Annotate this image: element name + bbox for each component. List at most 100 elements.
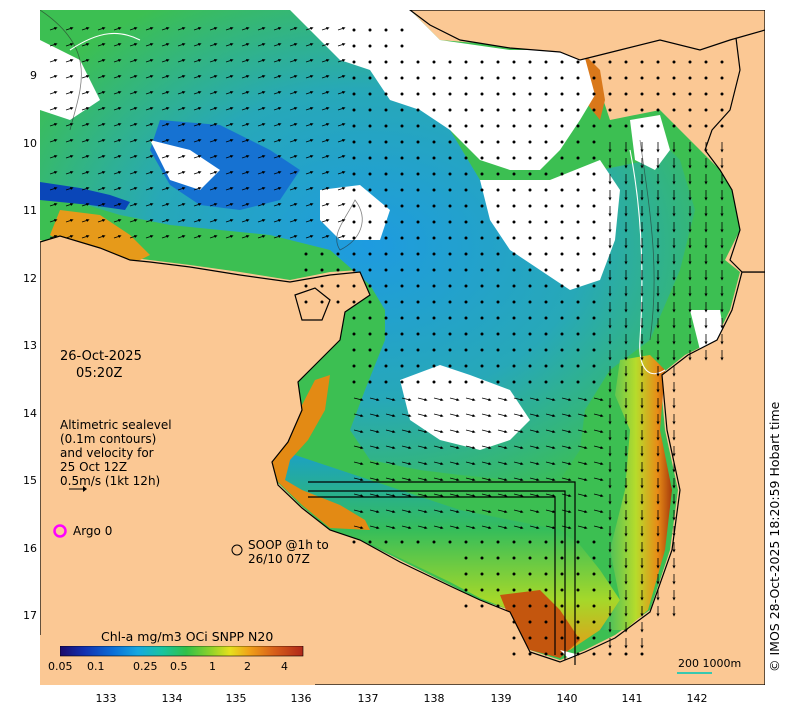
velocity-dot xyxy=(624,124,628,128)
velocity-arrow xyxy=(193,26,202,31)
velocity-arrow xyxy=(385,493,396,498)
velocity-dot xyxy=(352,124,356,128)
velocity-dot xyxy=(416,188,420,192)
velocity-dot xyxy=(608,108,612,112)
velocity-dot xyxy=(528,60,532,64)
velocity-arrow xyxy=(529,413,540,418)
velocity-dot xyxy=(352,348,356,352)
velocity-dot xyxy=(544,316,548,320)
velocity-arrow xyxy=(289,234,298,239)
velocity-arrow xyxy=(529,525,540,530)
velocity-arrow xyxy=(353,445,364,450)
velocity-dot xyxy=(416,156,420,160)
velocity-arrow xyxy=(129,106,138,111)
velocity-dot xyxy=(576,252,580,256)
velocity-dot xyxy=(464,348,468,352)
velocity-dot xyxy=(512,572,516,576)
velocity-dot xyxy=(464,588,468,592)
velocity-dot xyxy=(496,60,500,64)
velocity-dot xyxy=(496,252,500,256)
velocity-dot xyxy=(480,76,484,80)
velocity-dot xyxy=(512,380,516,384)
velocity-dot xyxy=(576,588,580,592)
velocity-arrow xyxy=(465,477,476,482)
velocity-arrow xyxy=(209,106,218,111)
velocity-dot xyxy=(672,76,676,80)
velocity-dot xyxy=(496,380,500,384)
velocity-dot xyxy=(448,220,452,224)
velocity-arrow xyxy=(465,413,476,418)
velocity-arrow xyxy=(241,106,250,111)
velocity-dot xyxy=(560,108,564,112)
velocity-arrow xyxy=(97,106,106,111)
velocity-arrow xyxy=(497,429,508,434)
soop-label: SOOP @1h to 26/10 07Z xyxy=(248,538,329,566)
velocity-dot xyxy=(512,108,516,112)
velocity-dot xyxy=(544,172,548,176)
velocity-dot xyxy=(560,540,564,544)
velocity-arrow xyxy=(161,74,170,79)
velocity-dot xyxy=(560,636,564,640)
velocity-arrow xyxy=(241,186,250,191)
velocity-dot xyxy=(656,108,660,112)
velocity-dot xyxy=(352,92,356,96)
velocity-arrow xyxy=(289,26,298,31)
velocity-arrow xyxy=(161,26,170,31)
velocity-arrow xyxy=(225,186,234,191)
velocity-arrow xyxy=(337,106,346,111)
velocity-dot xyxy=(544,124,548,128)
velocity-arrow xyxy=(289,202,298,207)
velocity-dot xyxy=(496,348,500,352)
velocity-arrow xyxy=(433,397,444,402)
velocity-arrow xyxy=(353,525,364,530)
velocity-arrow xyxy=(97,26,106,31)
credit-text: © IMOS 28-Oct-2025 18:20:59 Hobart time xyxy=(767,401,782,672)
velocity-dot xyxy=(416,540,420,544)
velocity-arrow xyxy=(129,138,138,143)
velocity-dot xyxy=(384,188,388,192)
velocity-dot xyxy=(480,156,484,160)
velocity-arrow xyxy=(241,138,250,143)
argo-marker-icon[interactable] xyxy=(52,523,68,539)
velocity-arrow xyxy=(177,218,186,223)
velocity-arrow xyxy=(81,90,90,95)
velocity-dot xyxy=(464,268,468,272)
velocity-dot xyxy=(368,172,372,176)
velocity-arrow xyxy=(449,413,460,418)
velocity-arrow xyxy=(225,202,234,207)
velocity-arrow xyxy=(97,170,106,175)
velocity-dot xyxy=(720,124,724,128)
velocity-dot xyxy=(608,124,612,128)
velocity-arrow xyxy=(449,477,460,482)
soop-marker-icon[interactable] xyxy=(230,543,244,557)
velocity-dot xyxy=(464,364,468,368)
velocity-arrow xyxy=(129,154,138,159)
velocity-dot xyxy=(576,316,580,320)
velocity-dot xyxy=(416,332,420,336)
velocity-dot xyxy=(448,124,452,128)
velocity-dot xyxy=(512,556,516,560)
velocity-dot xyxy=(480,204,484,208)
velocity-dot xyxy=(528,76,532,80)
velocity-dot xyxy=(560,268,564,272)
velocity-dot xyxy=(448,268,452,272)
velocity-arrow xyxy=(241,202,250,207)
velocity-dot xyxy=(432,268,436,272)
velocity-arrow xyxy=(593,477,604,482)
velocity-arrow xyxy=(113,42,122,47)
velocity-arrow xyxy=(257,186,266,191)
velocity-arrow xyxy=(161,42,170,47)
velocity-dot xyxy=(576,380,580,384)
velocity-arrow xyxy=(497,445,508,450)
velocity-dot xyxy=(368,156,372,160)
velocity-arrow xyxy=(49,218,58,223)
velocity-dot xyxy=(624,60,628,64)
velocity-dot xyxy=(352,44,356,48)
velocity-dot xyxy=(544,540,548,544)
velocity-arrow xyxy=(145,58,154,63)
velocity-arrow xyxy=(177,106,186,111)
velocity-arrow xyxy=(177,42,186,47)
velocity-dot xyxy=(448,172,452,176)
velocity-dot xyxy=(352,60,356,64)
velocity-dot xyxy=(512,92,516,96)
